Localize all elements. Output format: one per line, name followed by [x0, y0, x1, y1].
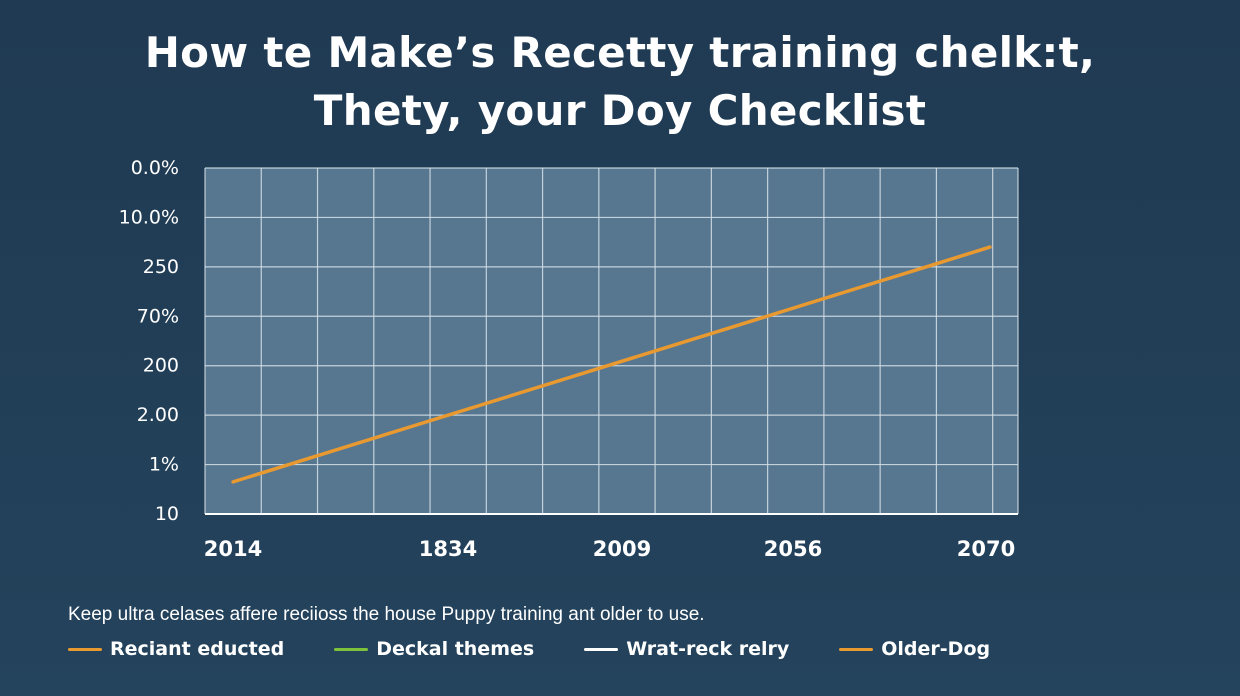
legend-label: Reciant educted: [110, 638, 285, 660]
x-axis-ticks: 2014 1834 2009 2056 2070: [204, 537, 1015, 561]
legend-item: Older-Dog: [839, 638, 990, 660]
legend-label: Deckal themes: [376, 638, 535, 660]
legend-swatch: [334, 647, 369, 651]
y-tick-label: 10: [155, 503, 179, 525]
x-tick-label: 2009: [593, 537, 651, 561]
x-tick-label: 2014: [204, 537, 262, 561]
series-line: [231, 245, 992, 484]
chart-title-line-2: Thety, your Doy Checklist: [313, 86, 927, 135]
chart-title-line-1: How te Make’s Recetty training chelk:t,: [144, 28, 1096, 77]
legend: Reciant educted Deckal themes Wrat-reck …: [68, 634, 1040, 664]
legend-swatch: [68, 647, 102, 651]
y-axis-ticks: 0.0% 10.0% 250 70% 200 2.00 1% 10: [119, 157, 179, 525]
legend-item: Reciant educted: [68, 638, 284, 660]
series-group: [231, 245, 992, 484]
legend-item: Deckal themes: [334, 638, 534, 660]
y-tick-label: 200: [143, 355, 179, 377]
chart-caption: Keep ultra celases affere reciioss the h…: [68, 604, 705, 625]
y-tick-label: 10.0%: [119, 206, 179, 228]
legend-swatch: [839, 647, 874, 651]
y-tick-label: 1%: [149, 454, 179, 476]
y-tick-label: 250: [143, 256, 179, 278]
plot-area: [205, 168, 1018, 514]
y-tick-label: 70%: [137, 305, 179, 327]
legend-swatch: [584, 647, 619, 651]
x-tick-label: 2056: [764, 537, 822, 561]
x-tick-label: 1834: [419, 537, 477, 561]
y-tick-label: 2.00: [137, 404, 179, 426]
legend-item: Wrat-reck relry: [584, 638, 789, 660]
grid-lines: [204, 167, 1019, 515]
y-tick-label: 0.0%: [131, 157, 179, 179]
legend-label: Wrat-reck relry: [626, 638, 790, 660]
legend-label: Older-Dog: [881, 638, 991, 660]
x-tick-label: 2070: [957, 537, 1015, 561]
